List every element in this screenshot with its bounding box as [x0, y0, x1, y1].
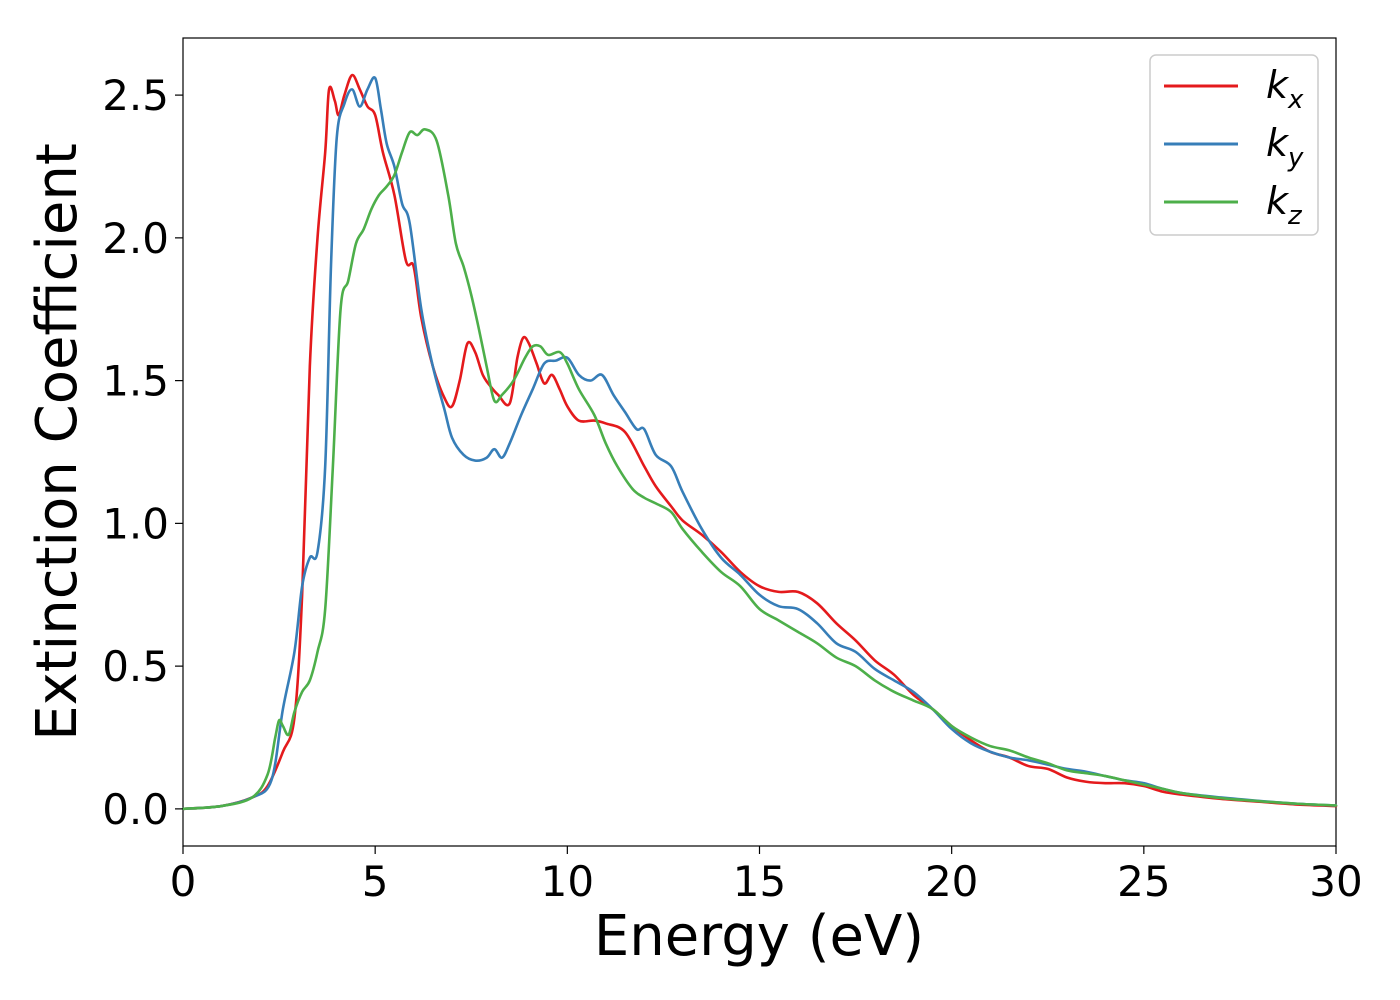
series-group [181, 73, 1338, 811]
x-tick-label: 25 [1117, 857, 1170, 906]
legend-label-x: kx [1266, 63, 1304, 115]
y-axis: 0.0 0.5 1.0 1.5 2.0 2.5 [102, 71, 183, 834]
x-tick-label: 0 [170, 857, 197, 906]
x-tick-label: 30 [1309, 857, 1362, 906]
y-tick-label: 2.0 [102, 214, 169, 263]
y-tick-label: 1.5 [102, 357, 169, 406]
plot-area [181, 37, 1338, 847]
y-axis-label: Extinction Coefficient [25, 143, 90, 741]
x-tick-label: 20 [925, 857, 978, 906]
x-tick-label: 5 [362, 857, 389, 906]
x-axis-label: Energy (eV) [594, 904, 924, 969]
x-tick-label: 15 [733, 857, 786, 906]
x-tick-label: 10 [541, 857, 594, 906]
plot-frame [182, 37, 1337, 847]
y-tick-label: 0.5 [102, 642, 169, 691]
y-tick-label: 1.0 [102, 499, 169, 548]
legend-label-y: ky [1266, 121, 1304, 173]
y-tick-label: 0.0 [102, 785, 169, 834]
x-axis: 0 5 10 15 20 25 30 [170, 846, 1363, 906]
series-line-y [181, 76, 1338, 811]
legend-label-z: kz [1266, 179, 1303, 231]
y-tick-label: 2.5 [102, 71, 169, 120]
legend: kx ky kz [1149, 54, 1319, 236]
series-line-z [181, 128, 1338, 811]
